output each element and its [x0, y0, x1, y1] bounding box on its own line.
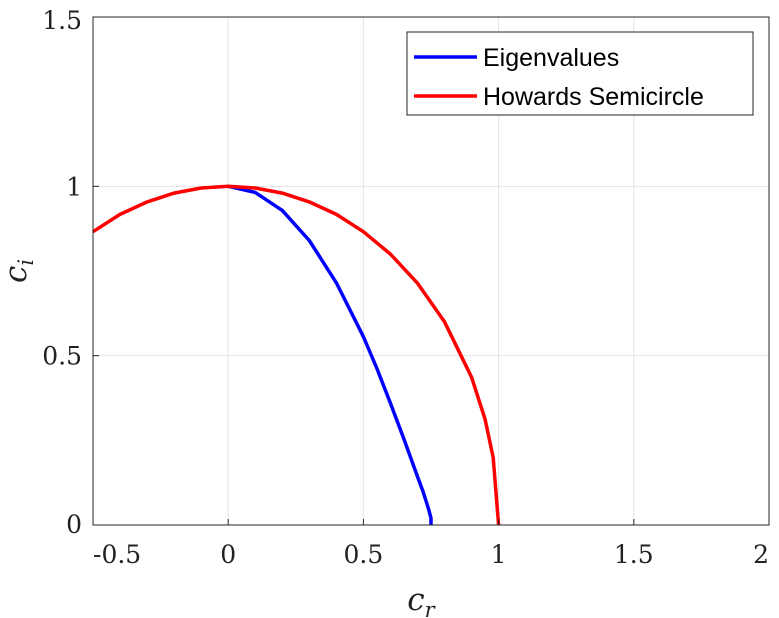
y-tick-label: 1 — [66, 172, 82, 201]
y-axis-label-group: ci — [0, 259, 38, 283]
legend-label-eigenvalues: Eigenvalues — [483, 44, 619, 72]
y-axis: 0 0.5 1 1.5 — [42, 6, 99, 539]
y-axis-label-subscript: i — [14, 259, 38, 266]
x-tick-label: 0 — [220, 540, 236, 569]
series-line-eigenvalues — [227, 184, 433, 525]
x-tick-label: 2 — [753, 540, 769, 569]
x-tick-label: 0.5 — [344, 540, 384, 569]
y-tick-label: 1.5 — [42, 6, 82, 35]
x-axis: -0.5 0 0.5 1 1.5 2 — [92, 519, 770, 569]
series-lines — [92, 184, 501, 526]
x-tick-label: -0.5 — [93, 540, 141, 569]
legend-label-howards-semicircle: Howards Semicircle — [483, 83, 704, 111]
y-tick-label: 0 — [66, 510, 82, 539]
legend-box — [406, 31, 754, 116]
series-line-howards-semicircle — [92, 184, 501, 526]
y-tick-label: 0.5 — [42, 342, 82, 371]
x-tick-label: 1.5 — [614, 540, 654, 569]
x-axis-label: cr — [407, 582, 436, 618]
x-axis-label-base: c — [407, 582, 424, 618]
x-tick-label: 1 — [491, 540, 507, 569]
axes-box — [92, 16, 770, 526]
x-axis-label-subscript: r — [425, 598, 437, 618]
y-axis-label-base: c — [0, 266, 34, 283]
y-axis-label: ci — [0, 259, 38, 283]
legend: Eigenvalues Howards Semicircle — [406, 31, 754, 116]
